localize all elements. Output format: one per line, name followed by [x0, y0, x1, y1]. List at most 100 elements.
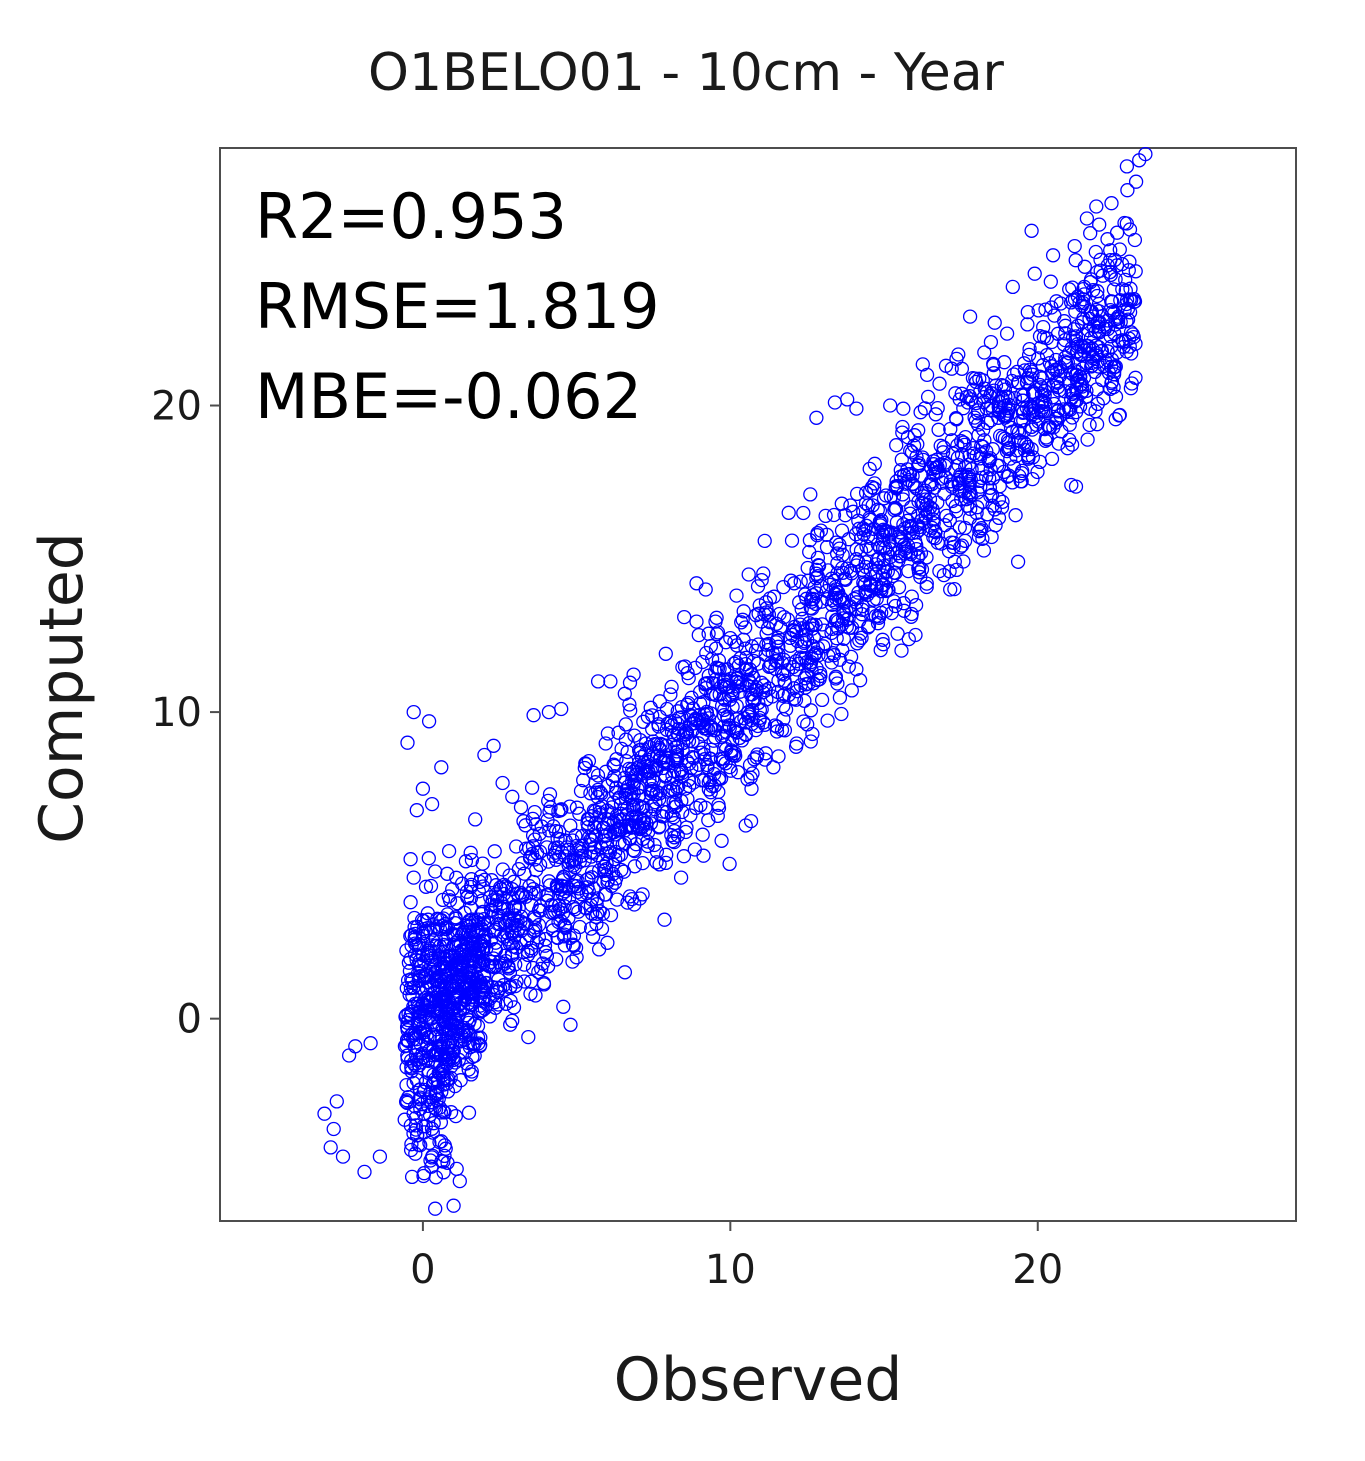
data-point: [1077, 287, 1092, 302]
data-point: [618, 790, 633, 806]
data-point: [520, 947, 536, 963]
data-point: [335, 1149, 351, 1164]
data-point: [1017, 435, 1032, 450]
data-point: [1103, 243, 1118, 258]
data-point: [769, 719, 785, 734]
data-point: [433, 1105, 449, 1120]
data-point: [488, 878, 504, 893]
data-point: [757, 607, 772, 622]
data-point: [608, 827, 623, 842]
data-point: [793, 574, 808, 589]
data-point: [800, 717, 815, 732]
data-point: [1092, 304, 1107, 319]
data-point: [970, 417, 986, 432]
data-point: [1110, 314, 1126, 330]
data-point: [739, 650, 754, 665]
data-point: [1108, 272, 1123, 287]
data-point: [904, 606, 919, 622]
data-point: [635, 855, 650, 871]
data-point: [911, 561, 926, 576]
data-point: [894, 643, 909, 658]
data-point: [966, 440, 981, 456]
data-point: [451, 938, 467, 953]
data-point: [835, 547, 850, 563]
data-point: [488, 887, 504, 902]
data-point: [950, 438, 965, 453]
data-point: [744, 781, 759, 796]
data-point: [701, 668, 716, 683]
data-point: [437, 951, 452, 966]
data-point: [463, 922, 478, 937]
data-point: [531, 917, 547, 933]
data-point: [707, 723, 722, 738]
data-point: [634, 800, 649, 815]
data-point: [844, 620, 860, 635]
data-point: [744, 702, 760, 718]
data-point: [556, 929, 572, 944]
data-point: [434, 760, 449, 775]
data-point: [953, 540, 968, 555]
data-point: [436, 1165, 451, 1180]
data-point: [798, 680, 813, 695]
data-point: [678, 824, 693, 840]
data-point: [706, 733, 721, 748]
x-tick-label: 0: [410, 1247, 435, 1293]
data-point: [574, 848, 589, 863]
data-point: [568, 828, 583, 843]
data-point: [497, 915, 513, 930]
data-point: [1021, 347, 1037, 363]
data-point: [461, 1027, 476, 1043]
data-point: [919, 550, 934, 565]
data-point: [413, 1055, 428, 1070]
data-point: [844, 683, 859, 698]
data-point: [720, 662, 735, 677]
data-point: [418, 1119, 433, 1134]
data-point: [475, 952, 491, 968]
data-point: [963, 487, 978, 503]
data-point: [951, 347, 966, 362]
data-point: [886, 489, 902, 505]
data-point: [548, 852, 564, 867]
data-point: [860, 529, 876, 544]
data-point: [882, 542, 898, 557]
data-point: [903, 443, 918, 458]
data-point: [417, 1125, 432, 1140]
data-point: [614, 862, 629, 878]
data-point: [597, 829, 613, 844]
data-point: [329, 1094, 344, 1109]
data-point: [556, 999, 571, 1014]
data-point: [487, 959, 502, 974]
data-point: [834, 523, 850, 538]
data-point: [670, 716, 685, 731]
data-point: [691, 627, 706, 643]
data-point: [1088, 244, 1103, 260]
data-point: [569, 800, 585, 815]
data-point: [943, 421, 958, 437]
data-point: [676, 849, 692, 864]
data-point: [896, 517, 911, 532]
data-point: [1083, 275, 1098, 290]
data-point: [838, 572, 853, 587]
data-point: [692, 684, 708, 700]
data-point: [571, 904, 586, 919]
data-point: [1113, 293, 1128, 308]
data-point: [728, 654, 744, 670]
data-point: [554, 701, 569, 717]
data-point: [886, 594, 902, 609]
data-point: [421, 851, 436, 866]
data-point: [1061, 376, 1076, 391]
data-point: [400, 1095, 415, 1111]
data-point: [607, 768, 622, 784]
data-point: [711, 800, 727, 816]
data-point: [787, 576, 802, 591]
data-point: [1119, 292, 1135, 308]
data-point: [778, 702, 794, 717]
data-point: [832, 690, 848, 705]
data-point: [1045, 248, 1061, 263]
data-point: [1106, 380, 1121, 395]
data-point: [398, 1094, 414, 1109]
data-point: [905, 525, 921, 541]
data-point: [659, 847, 674, 862]
data-point: [474, 979, 489, 994]
data-point: [781, 505, 796, 520]
